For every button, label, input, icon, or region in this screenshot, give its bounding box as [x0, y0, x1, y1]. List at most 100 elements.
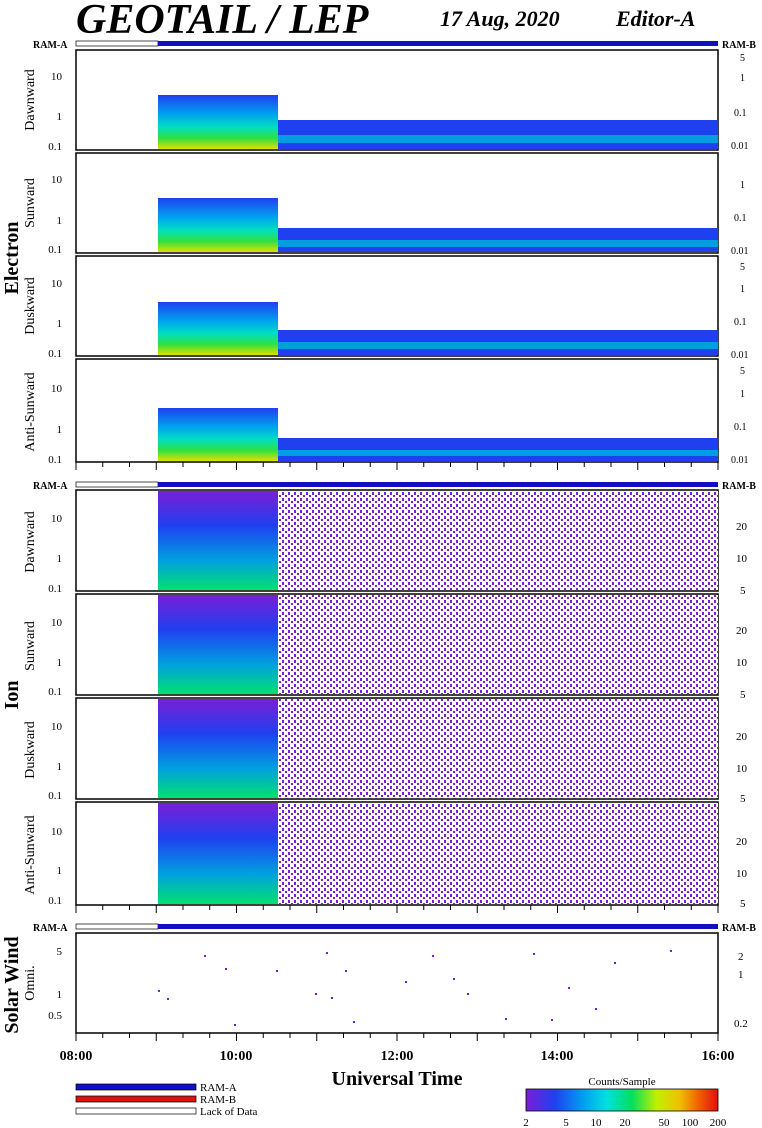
y-tick-right: 1 [740, 73, 745, 84]
y-tick-left: 0.1 [48, 141, 62, 153]
legend-ram-b: RAM-B [200, 1094, 236, 1106]
y-tick-right: 1 [738, 969, 744, 981]
panel-electron-anti-sunward: Anti-Sunward 10 1 0.1 5 1 0.1 0.01 [23, 358, 749, 466]
ram-bar-left-label: RAM-A [33, 40, 68, 51]
y-tick-left: 0.1 [48, 686, 62, 698]
y-tick-left: 5 [57, 946, 63, 958]
y-tick-right: 20 [736, 731, 748, 743]
colorbar-tick: 2 [523, 1117, 529, 1128]
ram-legend: RAM-A RAM-B Lack of Data [75, 1082, 258, 1118]
panel-label: Dawnward [23, 511, 38, 572]
y-tick-right: 5 [740, 53, 745, 64]
y-tick-right: 0.01 [731, 350, 749, 361]
y-tick-right: 0.1 [734, 213, 747, 224]
panel-solar-wind-omni: Omni. 5 1 0.5 2 1 0.2 [23, 932, 748, 1034]
panel-electron-duskward: Duskward 10 1 0.1 5 1 0.1 0.01 [23, 255, 749, 361]
colorbar-tick: 200 [710, 1117, 727, 1128]
y-tick-right: 20 [736, 625, 748, 637]
ram-bar-right-label: RAM-B [722, 40, 756, 51]
date-label: 17 Aug, 2020 [440, 6, 560, 31]
y-tick-right: 10 [736, 657, 748, 669]
y-tick-left: 1 [57, 657, 63, 669]
y-tick-left: 1 [57, 424, 63, 436]
panel-label: Duskward [23, 721, 38, 779]
colorbar-tick: 50 [659, 1117, 671, 1128]
ram-bar-right-label: RAM-B [722, 481, 756, 492]
y-tick-right: 0.1 [734, 422, 747, 433]
colorbar-title: Counts/Sample [588, 1076, 655, 1088]
colorbar-tick: 100 [682, 1117, 699, 1128]
y-tick-left: 10 [51, 721, 63, 733]
x-axis-ticks [75, 462, 719, 1041]
y-tick-right: 1 [740, 389, 745, 400]
y-tick-left: 10 [51, 71, 63, 83]
y-tick-left: 10 [51, 278, 63, 290]
y-tick-left: 1 [57, 989, 63, 1001]
y-tick-left: 0.1 [48, 454, 62, 466]
y-tick-right: 10 [736, 763, 748, 775]
panel-ion-sunward: Sunward 10 1 0.1 20 10 5 [23, 593, 748, 701]
panel-label: Sunward [23, 178, 38, 228]
y-tick-right: 5 [740, 689, 746, 701]
legend-ram-a: RAM-A [200, 1082, 237, 1094]
colorbar-tick: 20 [620, 1117, 632, 1128]
panel-label: Dawnward [23, 69, 38, 130]
y-tick-right: 5 [740, 898, 746, 910]
y-tick-right: 0.01 [731, 455, 749, 466]
y-tick-left: 0.1 [48, 583, 62, 595]
y-tick-left: 1 [57, 318, 63, 330]
y-tick-right: 20 [736, 836, 748, 848]
y-tick-right: 10 [736, 553, 748, 565]
y-tick-right: 0.1 [734, 317, 747, 328]
y-tick-left: 0.5 [48, 1010, 62, 1022]
editor-label: Editor-A [616, 6, 696, 31]
y-tick-right: 1 [740, 284, 745, 295]
panel-label: Omni. [23, 965, 38, 1000]
x-tick-label: 14:00 [541, 1049, 574, 1064]
y-tick-left: 0.1 [48, 244, 62, 256]
panel-label: Duskward [23, 277, 38, 335]
y-tick-left: 1 [57, 761, 63, 773]
panel-ion-duskward: Duskward 10 1 0.1 20 10 5 [23, 697, 748, 805]
x-tick-label: 12:00 [381, 1049, 414, 1064]
ram-bar-ion: RAM-A RAM-B [33, 481, 756, 492]
y-tick-right: 1 [740, 180, 745, 191]
y-tick-right: 10 [736, 868, 748, 880]
panel-electron-sunward: Sunward 10 1 0.1 1 0.1 0.01 [23, 152, 749, 257]
y-tick-left: 10 [51, 383, 63, 395]
panel-ion-dawnward: Dawnward 10 1 0.1 20 10 5 [23, 489, 748, 597]
y-tick-right: 0.01 [731, 141, 749, 152]
y-tick-left: 1 [57, 865, 63, 877]
y-tick-left: 10 [51, 617, 63, 629]
ram-bar-left-label: RAM-A [33, 923, 68, 934]
page-title: GEOTAIL / LEP [76, 0, 369, 43]
y-tick-right: 5 [740, 793, 746, 805]
ram-bar-electron: RAM-A RAM-B [33, 40, 756, 51]
colorbar: Counts/Sample 2 5 10 20 50 100 200 [523, 1076, 727, 1128]
colorbar-tick: 5 [563, 1117, 569, 1128]
panel-electron-dawnward: Dawnward 10 1 0.1 5 1 0.1 0.01 [23, 49, 749, 153]
y-tick-left: 10 [51, 174, 63, 186]
ram-bar-solar-wind: RAM-A RAM-B [33, 923, 756, 934]
y-tick-right: 0.2 [734, 1018, 748, 1030]
colorbar-tick: 10 [591, 1117, 603, 1128]
legend-lack-of-data: Lack of Data [200, 1106, 258, 1118]
ram-bar-left-label: RAM-A [33, 481, 68, 492]
y-tick-left: 0.1 [48, 790, 62, 802]
panel-label: Anti-Sunward [23, 372, 38, 451]
y-tick-left: 1 [57, 215, 63, 227]
y-tick-right: 5 [740, 585, 746, 597]
panel-label: Sunward [23, 621, 38, 671]
y-tick-left: 0.1 [48, 348, 62, 360]
y-tick-right: 0.01 [731, 246, 749, 257]
y-tick-left: 10 [51, 826, 63, 838]
x-tick-label: 10:00 [220, 1049, 253, 1064]
group-label-ion: Ion [1, 681, 23, 710]
group-label-electron: Electron [1, 222, 23, 295]
y-tick-right: 5 [740, 366, 745, 377]
y-tick-left: 10 [51, 513, 63, 525]
y-tick-right: 2 [738, 951, 744, 963]
y-tick-left: 1 [57, 111, 63, 123]
x-tick-label: 16:00 [702, 1049, 735, 1064]
group-label-solar-wind: Solar Wind [1, 936, 23, 1033]
